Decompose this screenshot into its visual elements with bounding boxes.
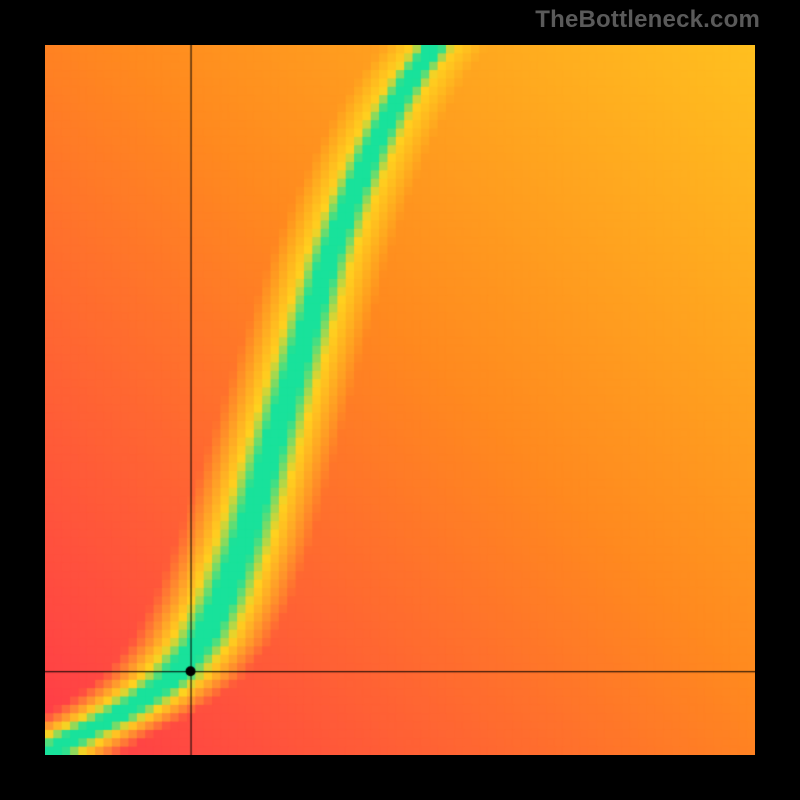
bottleneck-heatmap [45,45,755,755]
chart-frame: TheBottleneck.com [0,0,800,800]
site-watermark: TheBottleneck.com [535,6,760,34]
